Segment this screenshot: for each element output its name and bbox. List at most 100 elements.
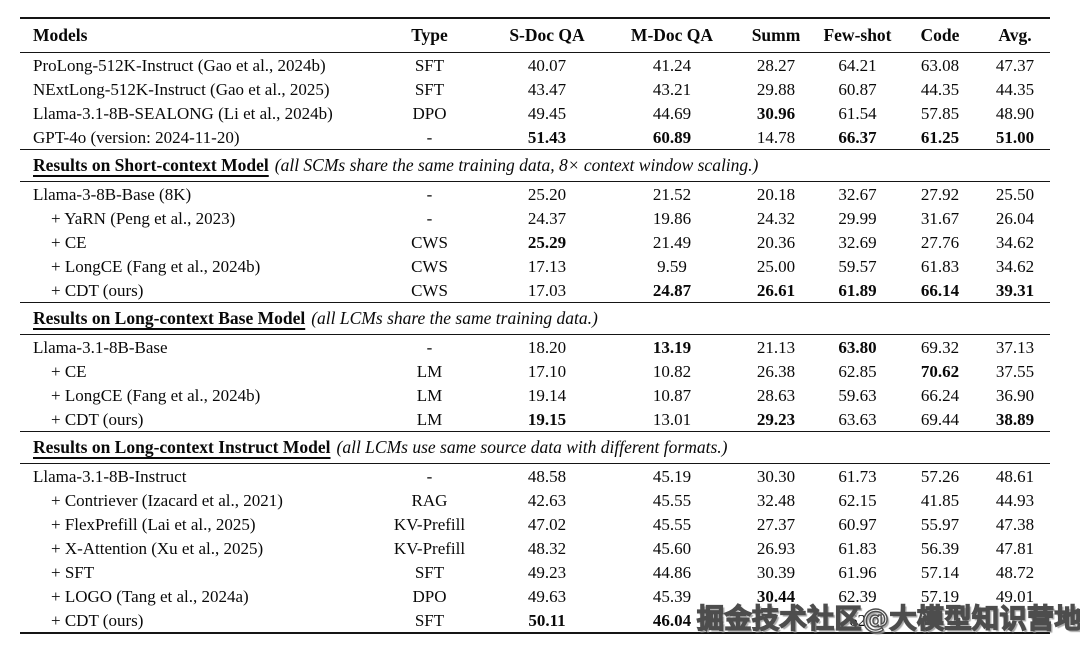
value-cell: 17.03 (527, 280, 567, 300)
column-header-mdoc-qa: M-Doc QA (630, 24, 714, 45)
value-cell: 43.21 (652, 79, 692, 99)
value-cell: 29.99 (838, 208, 877, 228)
value-cell: 32.48 (756, 490, 796, 510)
type-cell: SFT (414, 55, 445, 75)
value-cell: 60.87 (838, 79, 877, 99)
value-cell: 41.85 (920, 490, 960, 510)
value-cell: 56.39 (920, 538, 960, 558)
table-row: + CDT (ours) SFT 50.11 46.04 62 (20, 608, 1050, 632)
table-row: Llama-3-8B-Base (8K) - 25.20 21.52 20.18 32.6… (20, 182, 1050, 206)
value-cell: 66.37 (838, 127, 877, 147)
value-cell: 27.92 (920, 184, 960, 204)
type-cell: LM (416, 385, 443, 405)
value-cell: 43.47 (527, 79, 567, 99)
table-header-row: Models Type S-Doc QA M-Doc QA Summ Few-s… (20, 19, 1050, 53)
model-cell: + X-Attention (Xu et al., 2025) (51, 538, 264, 558)
value-cell: 32.69 (838, 232, 877, 252)
value-cell: 59.63 (838, 385, 877, 405)
value-cell: 17.10 (527, 361, 567, 381)
value-cell: 61.83 (838, 538, 877, 558)
value-cell: 25.29 (527, 232, 567, 252)
value-cell: 48.61 (995, 466, 1035, 486)
section-header: Results on Short-context Model (all SCMs … (20, 149, 1050, 182)
value-cell: 45.39 (652, 586, 692, 606)
value-cell: 64.21 (838, 55, 877, 75)
value-cell: 44.35 (995, 79, 1035, 99)
value-cell: 34.62 (995, 232, 1035, 252)
value-cell: 34.62 (995, 256, 1035, 276)
type-cell: RAG (411, 490, 448, 510)
column-header-code: Code (920, 24, 960, 45)
value-cell: 49.01 (995, 586, 1035, 606)
value-cell: 70.62 (920, 361, 960, 381)
table-row: + LongCE (Fang et al., 2024b) LM 19.14 10.8… (20, 383, 1050, 407)
value-cell: 48.58 (527, 466, 567, 486)
value-cell: 40.07 (527, 55, 567, 75)
type-cell: LM (416, 409, 443, 429)
value-cell: 31.67 (920, 208, 960, 228)
value-cell: 9.59 (657, 256, 687, 276)
value-cell: 37.13 (995, 337, 1035, 357)
value-cell: 44.35 (920, 79, 960, 99)
value-cell: 13.19 (652, 337, 692, 357)
value-cell: 10.82 (652, 361, 692, 381)
column-header-sdoc-qa: S-Doc QA (509, 24, 585, 45)
value-cell: 62.15 (838, 490, 877, 510)
value-cell: 69.32 (920, 337, 960, 357)
value-cell: 60.89 (652, 127, 692, 147)
value-cell: 51.43 (527, 127, 567, 147)
value-cell: 41.24 (652, 55, 692, 75)
table-row: Llama-3.1-8B-Base - 18.20 13.19 21.13 63.80 69… (20, 335, 1050, 359)
value-cell: 49.45 (527, 103, 567, 123)
section-header: Results on Long-context Base Model (all L… (20, 302, 1050, 335)
value-cell: 30.96 (756, 103, 796, 123)
value-cell: 24.37 (527, 208, 567, 228)
value-cell: 57.19 (920, 586, 960, 606)
model-cell: Llama-3.1-8B-Instruct (33, 466, 187, 486)
value-cell: 61.96 (838, 562, 877, 582)
value-cell: 25.20 (527, 184, 567, 204)
table-row: GPT-4o (version: 2024-11-20) - 51.43 60.89 1… (20, 125, 1050, 149)
value-cell: 26.61 (756, 280, 796, 300)
value-cell: 13.01 (652, 409, 692, 429)
watermark-text: 掘金技术社区@大模型知识营地 (696, 603, 1080, 635)
table-row: + CE LM 17.10 10.82 26.38 62.85 70.62 37.55 (20, 359, 1050, 383)
value-cell: 19.86 (652, 208, 692, 228)
value-cell: 44.69 (652, 103, 692, 123)
type-cell: LM (416, 361, 443, 381)
type-cell: DPO (412, 103, 447, 123)
value-cell: 55.97 (920, 514, 960, 534)
model-cell: GPT-4o (version: 2024-11-20) (33, 127, 240, 147)
type-cell: KV-Prefill (393, 514, 466, 534)
value-cell: 21.13 (756, 337, 796, 357)
table-row: Llama-3.1-8B-SEALONG (Li et al., 2024b) D… (20, 101, 1050, 125)
type-cell: SFT (414, 562, 445, 582)
value-cell: 26.04 (995, 208, 1035, 228)
value-cell: 26.93 (756, 538, 796, 558)
model-cell: ProLong-512K-Instruct (Gao et al., 2024b… (33, 55, 326, 75)
type-cell: CWS (411, 232, 448, 252)
value-cell: 61.89 (838, 280, 877, 300)
table-row: + CE CWS 25.29 21.49 20.36 32.69 27.76 34.62 (20, 230, 1050, 254)
type-cell: - (426, 208, 433, 228)
value-cell: 63.08 (920, 55, 960, 75)
table-row: + LongCE (Fang et al., 2024b) CWS 17.13 9.5… (20, 254, 1050, 278)
type-cell: CWS (411, 280, 448, 300)
type-cell: DPO (412, 586, 447, 606)
value-cell: 30.30 (756, 466, 796, 486)
value-cell: 47.02 (527, 514, 567, 534)
table-row: + Contriever (Izacard et al., 2021) RAG 42… (20, 488, 1050, 512)
type-cell: - (426, 337, 433, 357)
value-cell: 21.49 (652, 232, 692, 252)
table-row: + X-Attention (Xu et al., 2025) KV-Prefil… (20, 536, 1050, 560)
table-row: + CDT (ours) CWS 17.03 24.87 26.61 61.89 66.14… (20, 278, 1050, 302)
type-cell: - (426, 184, 433, 204)
value-cell: 18.20 (527, 337, 567, 357)
value-cell: 21.52 (652, 184, 692, 204)
table-body: ProLong-512K-Instruct (Gao et al., 2024b… (20, 53, 1050, 632)
column-header-summ: Summ (751, 24, 801, 45)
column-header-avg: Avg. (998, 24, 1032, 45)
model-cell: + CDT (ours) (51, 280, 144, 300)
type-cell: - (426, 466, 433, 486)
value-cell: 46.04 (652, 610, 692, 630)
